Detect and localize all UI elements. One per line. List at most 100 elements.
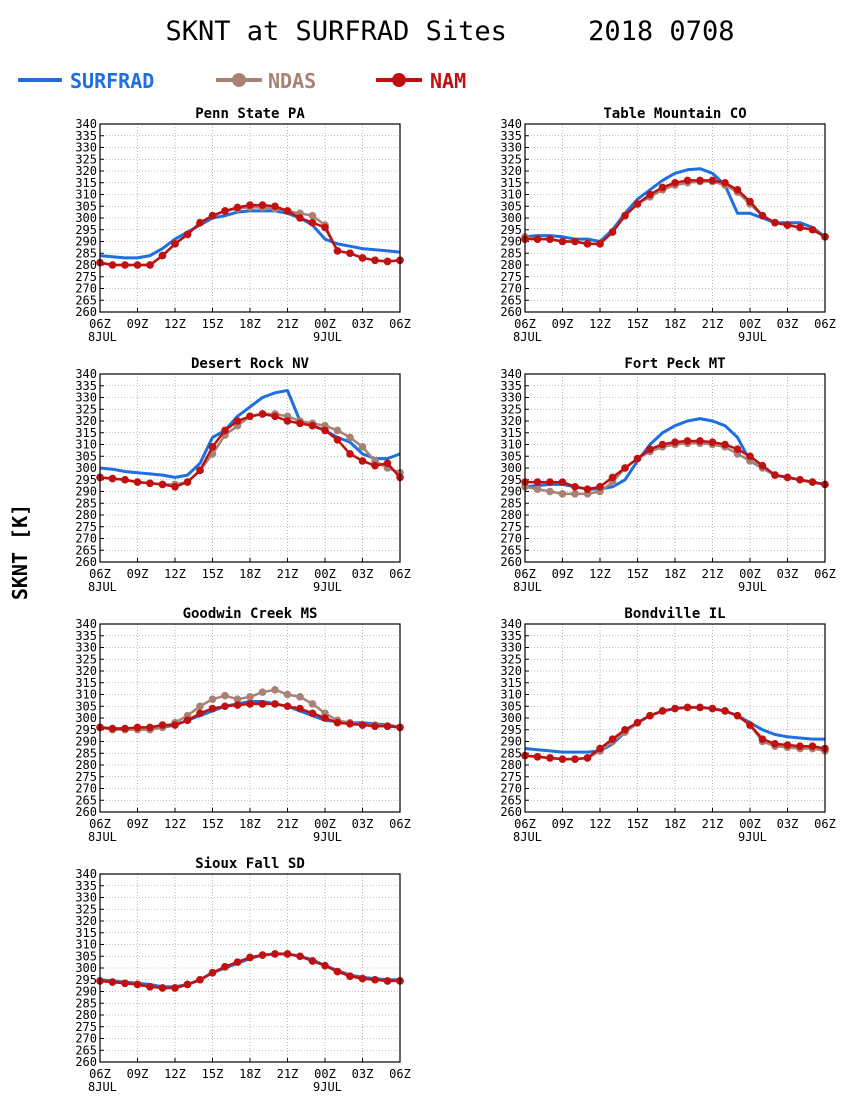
y-tick-label: 305 [500, 699, 522, 713]
data-point-nam [158, 721, 167, 729]
data-point-nam [721, 440, 729, 449]
y-tick-label: 325 [500, 402, 522, 416]
data-point-nam [133, 261, 142, 269]
y-tick-label: 275 [500, 520, 522, 534]
data-point-nam [621, 211, 629, 220]
data-point-nam [146, 983, 154, 991]
data-point-ndas [546, 487, 554, 496]
data-point-nam [671, 178, 679, 187]
y-tick-label: 340 [75, 867, 97, 881]
data-point-nam [383, 459, 392, 468]
y-tick-label: 305 [500, 199, 522, 213]
y-tick-label: 280 [75, 508, 97, 522]
y-tick-label: 315 [75, 426, 97, 440]
x-tick-label: 00Z [314, 317, 336, 331]
x-tick-label: 21Z [277, 567, 299, 581]
panel-grid [100, 124, 400, 312]
data-point-ndas [246, 693, 254, 701]
series-nam [96, 950, 404, 992]
data-point-nam [146, 261, 154, 269]
panels: Penn State PA260265270275280285290295300… [75, 106, 836, 1094]
data-point-ndas [208, 695, 217, 703]
y-tick-label: 315 [500, 676, 522, 690]
y-tick-label: 340 [500, 617, 522, 631]
y-tick-label: 265 [500, 793, 522, 807]
data-point-nam [771, 740, 779, 748]
y-tick-label: 325 [75, 902, 97, 916]
data-point-nam [746, 197, 754, 206]
x-tick-label: 06Z [514, 567, 536, 581]
data-point-ndas [333, 426, 342, 435]
data-point-nam [571, 237, 579, 246]
data-point-nam [808, 478, 817, 486]
data-point-nam [221, 207, 229, 215]
x-tick-label: 18Z [664, 317, 686, 331]
y-tick-label: 325 [500, 652, 522, 666]
y-tick-label: 285 [500, 496, 522, 510]
data-point-nam [283, 417, 292, 425]
x-tick-label: 15Z [202, 317, 224, 331]
data-point-ndas [346, 433, 354, 442]
panel-title: Fort Peck MT [624, 356, 725, 372]
data-point-nam [346, 720, 354, 728]
y-tick-label: 270 [75, 782, 97, 796]
data-point-nam [758, 211, 767, 220]
data-point-nam [621, 464, 629, 472]
x-date-label: 9JUL [313, 1080, 342, 1094]
data-point-nam [208, 704, 217, 713]
data-point-nam [596, 483, 604, 491]
y-tick-label: 340 [75, 617, 97, 631]
y-tick-label: 310 [500, 188, 522, 202]
y-tick-label: 290 [75, 985, 97, 999]
y-tick-label: 330 [75, 141, 97, 155]
panel-6: Bondville IL2602652702752802852902953003… [500, 606, 836, 844]
panel-grid [100, 374, 400, 562]
x-date-label: 8JUL [88, 330, 117, 344]
data-point-nam [383, 722, 392, 731]
panel-frame [99, 873, 401, 1063]
data-point-nam [346, 450, 354, 458]
data-point-nam [646, 445, 654, 454]
y-tick-label: 310 [75, 438, 97, 452]
data-point-nam [271, 202, 279, 211]
panel-5: Goodwin Creek MS 260265270275280285290295… [75, 606, 411, 844]
y-tick-label: 315 [500, 426, 522, 440]
data-point-nam [108, 261, 117, 269]
data-point-nam [121, 979, 129, 988]
series-nam [96, 201, 404, 269]
data-point-nam [708, 438, 717, 446]
data-point-nam [746, 721, 754, 729]
y-tick-label: 265 [500, 293, 522, 307]
y-tick-label: 330 [75, 891, 97, 905]
panel-frame [524, 373, 826, 563]
data-point-nam [358, 457, 367, 465]
data-point-nam [733, 445, 742, 454]
data-point-nam [171, 984, 179, 992]
series-line-nam [99, 412, 401, 489]
y-tick-label: 335 [75, 629, 97, 643]
y-tick-label: 340 [75, 117, 97, 131]
y-tick-label: 325 [75, 402, 97, 416]
data-point-nam [158, 251, 167, 260]
data-point-nam [196, 466, 204, 475]
x-tick-label: 12Z [589, 817, 611, 831]
legend-label-nam: NAM [430, 69, 466, 93]
x-date-label: 9JUL [738, 330, 767, 344]
data-point-nam [333, 967, 342, 976]
data-point-nam [121, 261, 129, 269]
panel-title: Desert Rock NV [191, 356, 310, 372]
y-tick-label: 340 [500, 117, 522, 131]
data-point-nam [583, 754, 592, 762]
y-tick-label: 275 [75, 1020, 97, 1034]
x-tick-label: 06Z [89, 567, 111, 581]
x-tick-label: 12Z [164, 817, 186, 831]
y-tick-label: 285 [75, 996, 97, 1010]
series-surfrad [99, 389, 401, 479]
y-tick-label: 330 [75, 641, 97, 655]
data-point-nam [333, 436, 342, 444]
x-tick-label: 12Z [164, 1067, 186, 1081]
y-tick-label: 320 [75, 664, 97, 678]
data-point-nam [221, 426, 229, 435]
data-point-nam [108, 978, 117, 986]
y-tick-label: 260 [75, 555, 97, 569]
